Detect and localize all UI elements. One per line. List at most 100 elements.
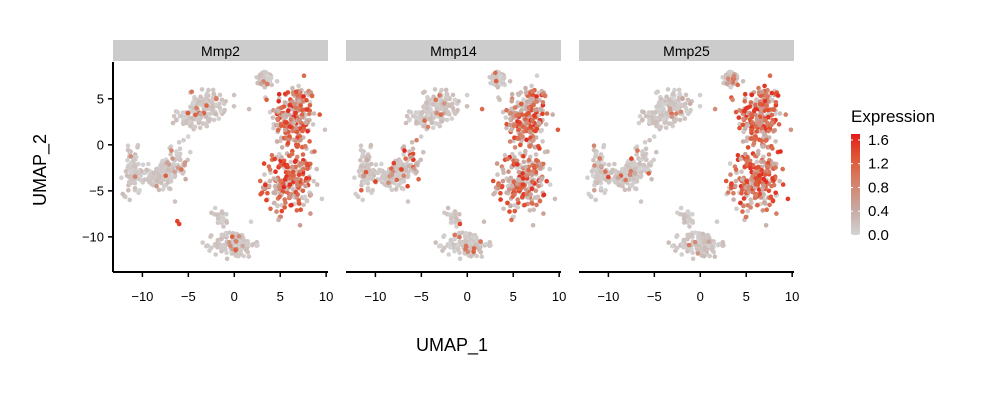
cell-point — [192, 124, 198, 130]
cell-point — [231, 92, 237, 98]
cell-point — [741, 196, 747, 201]
cell-point — [773, 139, 778, 144]
cell-point — [231, 104, 237, 109]
cell-point — [651, 134, 657, 139]
cell-point — [760, 208, 766, 213]
cell-point — [512, 105, 518, 110]
cell-point — [636, 120, 642, 126]
cell-point — [519, 112, 525, 117]
cell-point — [215, 216, 221, 221]
cell-point — [678, 109, 684, 115]
cell-point — [498, 197, 503, 202]
cell-point — [774, 211, 779, 216]
cell-point — [277, 194, 282, 199]
cell-point — [160, 164, 165, 170]
cell-point — [753, 172, 758, 177]
cell-point — [124, 173, 130, 178]
cell-point — [274, 209, 279, 214]
cell-point — [627, 172, 633, 178]
cell-point — [547, 182, 553, 187]
cell-point — [219, 232, 224, 238]
cell-point — [317, 112, 323, 117]
cell-point — [668, 121, 674, 127]
cell-point — [672, 101, 678, 107]
y-axis-title: UMAP_2 — [30, 134, 51, 206]
cell-point — [512, 145, 518, 150]
cell-point — [507, 209, 512, 214]
cell-point — [640, 118, 645, 123]
cell-point — [641, 154, 647, 160]
cell-point — [731, 197, 736, 202]
cell-point — [761, 159, 766, 164]
cell-point — [389, 172, 395, 178]
cell-point — [601, 142, 607, 148]
cell-point — [276, 91, 282, 97]
cell-point — [743, 185, 748, 190]
cell-point — [299, 160, 305, 166]
cell-point — [446, 252, 452, 257]
cell-point — [285, 108, 291, 114]
cell-point — [126, 163, 131, 168]
cell-point — [165, 160, 170, 165]
cell-point — [528, 96, 533, 102]
cell-point — [606, 174, 611, 180]
cell-point — [448, 237, 454, 243]
cell-point — [689, 232, 695, 238]
cell-point — [507, 79, 513, 84]
cell-point — [289, 151, 295, 157]
cell-point — [414, 137, 419, 143]
cell-point — [448, 244, 453, 250]
cell-point — [279, 145, 285, 150]
cell-point — [640, 149, 645, 154]
cell-point — [542, 93, 548, 99]
cell-point — [212, 205, 218, 211]
cell-point — [509, 217, 514, 223]
cell-point — [679, 102, 685, 108]
cell-point — [643, 113, 649, 119]
cell-point — [746, 184, 752, 190]
cell-point — [442, 210, 447, 216]
cell-point — [527, 129, 533, 135]
cell-point — [536, 183, 541, 189]
cell-point — [520, 182, 526, 187]
cell-point — [220, 210, 225, 216]
cell-point — [716, 242, 722, 247]
cell-point — [612, 161, 617, 167]
cell-point — [667, 108, 673, 113]
cell-point — [512, 208, 518, 214]
cell-point — [529, 186, 535, 191]
cell-point — [267, 167, 273, 172]
cell-point — [471, 249, 476, 255]
cell-point — [725, 190, 731, 195]
cell-point — [534, 99, 540, 104]
cell-point — [591, 147, 597, 153]
cell-point — [500, 167, 506, 172]
cell-point — [204, 243, 209, 249]
cell-point — [307, 139, 312, 144]
cell-point — [211, 117, 217, 123]
cell-point — [766, 99, 771, 104]
cell-point — [273, 169, 278, 174]
cell-point — [504, 107, 509, 113]
cell-point — [404, 113, 410, 119]
cell-point — [293, 110, 298, 116]
cell-point — [497, 97, 502, 103]
cell-point — [524, 191, 529, 197]
cell-point — [373, 162, 379, 167]
cell-point — [516, 92, 522, 98]
cell-point — [401, 152, 406, 157]
cell-point — [648, 160, 654, 165]
cell-point — [299, 107, 305, 113]
x-tick-label: 10 — [319, 289, 333, 304]
cell-point — [128, 154, 134, 159]
cell-point — [168, 152, 173, 157]
cell-point — [357, 173, 363, 178]
cell-point — [457, 221, 463, 227]
cell-point — [515, 205, 520, 210]
cell-point — [172, 169, 177, 175]
cell-point — [189, 89, 194, 95]
cell-point — [257, 178, 263, 184]
cell-point — [586, 191, 591, 197]
cell-point — [665, 113, 670, 119]
cell-point — [724, 81, 730, 86]
